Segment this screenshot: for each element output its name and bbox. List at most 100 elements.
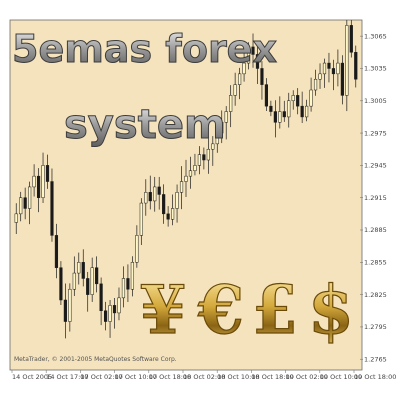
candle-down <box>112 305 117 314</box>
x-tick-label: 18 Oct 10:00 <box>217 373 259 381</box>
candles-layer <box>14 20 358 339</box>
candle-up <box>322 62 327 75</box>
candle-up <box>291 95 295 102</box>
candle-up <box>171 208 175 220</box>
candle-down <box>36 175 41 198</box>
candle-up <box>197 154 201 166</box>
title-line-1: 5emas forex <box>12 27 277 71</box>
y-tick-label: 1.2885 <box>364 226 387 234</box>
euro-symbol: € <box>197 271 244 349</box>
candle-down <box>126 278 130 290</box>
candle-up <box>68 288 72 322</box>
x-tick-label: 17 Oct 18:00 <box>149 373 191 381</box>
candle-up <box>313 78 318 91</box>
currency-symbols: ¥ € £ $ <box>139 270 354 349</box>
candle-up <box>215 132 219 145</box>
candle-down <box>86 278 90 295</box>
candle-down <box>63 299 67 322</box>
pound-symbol: £ <box>252 271 298 349</box>
candle-up <box>238 73 242 85</box>
candle-down <box>296 95 300 107</box>
y-tick-label: 1.3005 <box>364 97 387 105</box>
dollar-symbol: $ <box>308 271 354 349</box>
candle-down <box>300 105 304 118</box>
candle-up <box>14 213 18 223</box>
x-tick-label: 18 Oct 18:00 <box>251 373 293 381</box>
y-tick-label: 1.2945 <box>364 162 387 170</box>
candle-down <box>148 192 152 202</box>
candle-down <box>95 267 99 285</box>
candle-down <box>282 111 286 118</box>
candle-up <box>278 111 282 123</box>
candle-up <box>72 272 76 290</box>
title-line-2: system <box>64 102 226 148</box>
candle-up <box>121 278 126 299</box>
candle-up <box>188 170 193 177</box>
candle-down <box>99 283 103 312</box>
candle-down <box>166 213 170 220</box>
candle-down <box>59 267 63 301</box>
candle-up <box>175 192 179 209</box>
y-axis: 1.3065 1.3035 1.3005 1.2975 1.2945 1.2915 1.28… <box>360 32 387 363</box>
candle-up <box>153 186 157 202</box>
x-tick-label: 17 Oct 02:00 <box>80 373 122 381</box>
y-tick-label: 1.2825 <box>364 291 387 299</box>
candle-up <box>224 111 228 123</box>
y-tick-label: 1.2855 <box>364 259 387 267</box>
candle-up <box>220 122 224 134</box>
candle-up <box>19 197 23 215</box>
candle-down <box>81 262 85 279</box>
candle-down <box>354 52 358 80</box>
candle-down <box>45 165 50 182</box>
x-tick-label: 18 Oct 02:00 <box>183 373 225 381</box>
candle-up <box>336 62 340 75</box>
candle-up <box>233 84 237 96</box>
candle-up <box>117 297 121 314</box>
candle-down <box>50 181 54 236</box>
y-tick-label: 1.3065 <box>364 32 387 40</box>
candle-up <box>135 235 139 263</box>
candle-up <box>193 165 197 172</box>
candle-up <box>211 143 215 150</box>
candle-up <box>345 25 349 96</box>
x-tick-label: 14 Oct 2005 <box>12 373 52 381</box>
candle-up <box>139 202 143 236</box>
candle-down <box>23 197 27 209</box>
candle-up <box>246 46 251 64</box>
candle-up <box>108 305 112 322</box>
candle-up <box>242 62 246 75</box>
candle-up <box>41 165 45 198</box>
x-tick-label: 14 Oct 17:00 <box>46 373 88 381</box>
candle-down <box>251 46 255 55</box>
candle-down <box>162 194 166 215</box>
candle-up <box>287 100 291 118</box>
candle-down <box>273 111 277 123</box>
chart-title: 5emas forex system <box>12 27 278 149</box>
y-tick-label: 1.2915 <box>364 194 387 202</box>
candle-up <box>179 181 184 193</box>
candle-down <box>103 310 108 322</box>
candle-up <box>144 192 148 204</box>
candle-down <box>260 68 264 85</box>
candle-up <box>229 95 233 112</box>
candle-down <box>157 186 161 195</box>
yen-symbol: ¥ <box>140 271 186 349</box>
candle-up <box>28 186 32 209</box>
candle-down <box>269 105 273 112</box>
candle-down <box>264 84 269 107</box>
candle-down <box>255 54 260 69</box>
y-tick-label: 1.2795 <box>364 323 387 331</box>
candle-up <box>305 105 309 118</box>
candle-up <box>318 73 322 80</box>
x-tick-label: 17 Oct 10:00 <box>115 373 157 381</box>
candle-down <box>331 68 336 75</box>
y-tick-label: 1.2765 <box>364 355 387 363</box>
footer-text: MetaTrader, © 2001-2005 MetaQuotes Softw… <box>14 356 177 363</box>
y-tick-label: 1.2975 <box>364 129 387 137</box>
candle-up <box>309 89 313 107</box>
candle-down <box>340 62 344 96</box>
candle-up <box>77 262 81 274</box>
